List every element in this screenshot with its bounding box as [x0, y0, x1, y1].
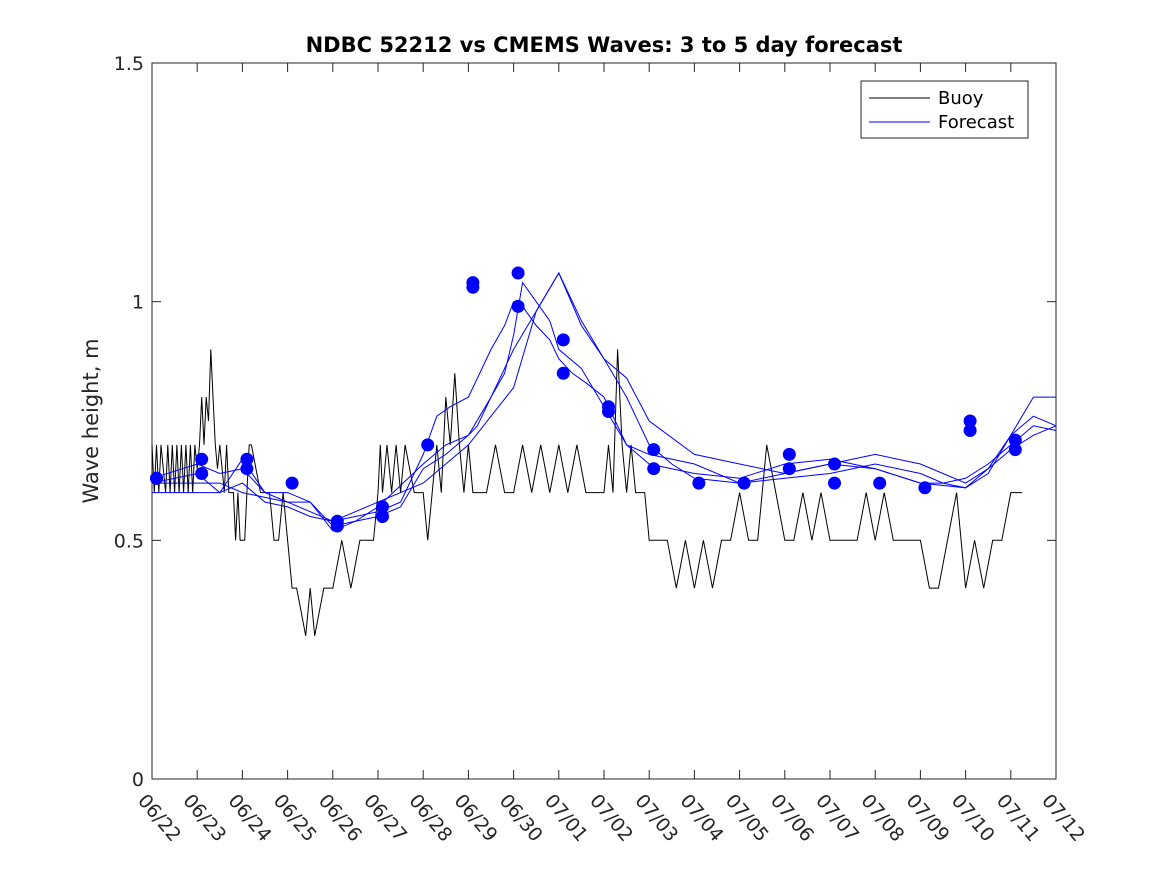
y-axis-ticks: 0 0.5 1 1.5 [114, 53, 1056, 791]
forecast-marker [240, 462, 254, 476]
forecast-marker-layer [150, 266, 1022, 533]
forecast-marker [376, 500, 389, 514]
forecast-marker [647, 443, 661, 457]
legend-buoy-label: Buoy [938, 88, 984, 109]
forecast-marker [963, 414, 977, 428]
forecast-marker [330, 519, 344, 533]
forecast-marker [828, 457, 841, 471]
y-axis-label: Wave height, m [79, 338, 103, 503]
forecast-marker [873, 476, 887, 490]
y-tick-label: 0.5 [114, 530, 144, 552]
forecast-marker [918, 481, 932, 495]
forecast-marker [195, 467, 209, 480]
forecast-marker [195, 452, 209, 466]
y-tick-label: 1 [132, 292, 144, 314]
forecast-marker [737, 476, 751, 490]
forecast-marker [692, 476, 706, 490]
forecast-marker [150, 471, 163, 485]
plot-area [151, 62, 1057, 780]
forecast-series-layer [151, 271, 1057, 532]
forecast-series-line-4 [151, 271, 1057, 532]
forecast-marker [782, 447, 796, 461]
forecast-marker [828, 476, 841, 490]
forecast-marker [782, 462, 796, 476]
y-tick-label: 1.5 [114, 53, 144, 75]
legend: Buoy Forecast [860, 80, 1029, 139]
buoy-series-layer [151, 349, 1023, 636]
forecast-marker [1008, 443, 1022, 457]
forecast-marker [240, 452, 254, 466]
forecast-marker [466, 280, 480, 294]
forecast-marker [421, 438, 435, 452]
forecast-marker [511, 299, 525, 313]
forecast-marker [602, 405, 615, 418]
forecast-marker [1008, 433, 1022, 447]
forecast-marker [647, 462, 661, 476]
forecast-marker [556, 366, 570, 380]
chart-title: NDBC 52212 vs CMEMS Waves: 3 to 5 day fo… [306, 33, 903, 57]
legend-forecast-label: Forecast [938, 112, 1014, 133]
y-tick-label: 0 [132, 769, 144, 791]
forecast-marker [556, 333, 570, 347]
forecast-marker [963, 424, 977, 437]
forecast-marker [511, 266, 525, 280]
legend-box [860, 80, 1029, 139]
buoy-series-line [151, 349, 1023, 636]
forecast-marker [376, 510, 389, 523]
forecast-marker [285, 476, 299, 490]
